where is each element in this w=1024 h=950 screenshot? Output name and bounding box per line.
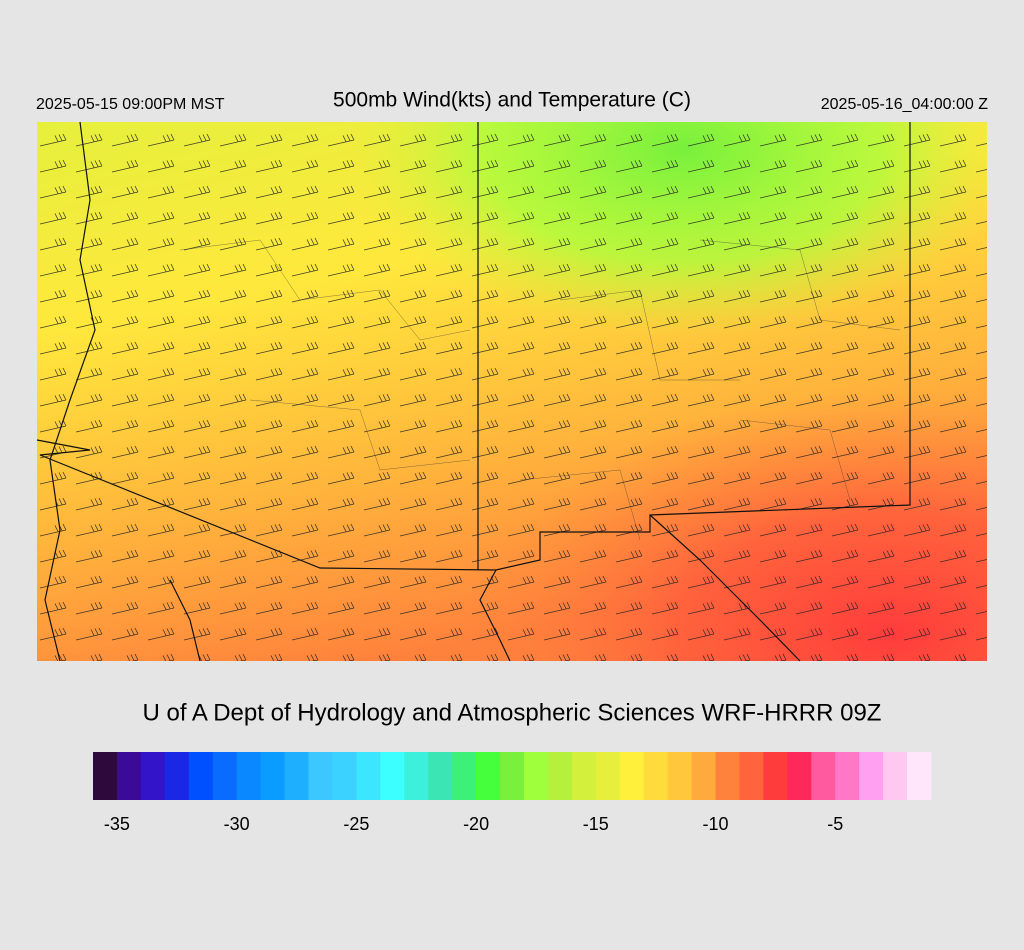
color-swatch (571, 752, 597, 800)
colorbar-tick-label: -25 (343, 814, 369, 834)
color-swatch (547, 752, 573, 800)
color-swatch (500, 752, 525, 800)
colorbar: -35 -30 -25 -20 -15 -10 -5 (93, 752, 932, 834)
color-swatch (188, 752, 214, 800)
color-swatch (811, 752, 836, 800)
color-swatch (356, 752, 381, 800)
credit: U of A Dept of Hydrology and Atmospheric… (143, 699, 882, 726)
color-swatch (476, 752, 501, 800)
colorbar-tick-label: -15 (583, 814, 609, 834)
color-swatch (859, 752, 884, 800)
map-title: 500mb Wind(kts) and Temperature (C) (333, 89, 691, 112)
color-swatch (116, 752, 142, 800)
color-swatch (93, 752, 118, 800)
color-swatch (691, 752, 717, 800)
colorbar-tick-label: -5 (827, 814, 843, 834)
color-swatch (667, 752, 693, 800)
color-swatch (428, 752, 453, 800)
color-swatch (523, 752, 549, 800)
color-swatch (404, 752, 429, 800)
color-swatch (715, 752, 740, 800)
color-swatch (212, 752, 238, 800)
color-swatch (835, 752, 860, 800)
utc-time: 2025-05-16_04:00:00 Z (821, 96, 988, 113)
colorbar-tick-label: -20 (463, 814, 489, 834)
map (36, 121, 987, 662)
color-swatch (883, 752, 908, 800)
color-swatch (284, 752, 309, 800)
colorbar-tick-label: -30 (224, 814, 250, 834)
color-swatch (787, 752, 812, 800)
color-swatch (380, 752, 405, 800)
color-swatch (332, 752, 357, 800)
color-swatch (595, 752, 621, 800)
color-swatch (164, 752, 190, 800)
color-swatch (907, 752, 932, 800)
color-swatch (308, 752, 333, 800)
color-swatch (763, 752, 788, 800)
colorbar-tick-label: -35 (104, 814, 130, 834)
color-swatch (643, 752, 669, 800)
color-swatch (739, 752, 764, 800)
color-swatch (236, 752, 262, 800)
local-time: 2025-05-15 09:00PM MST (36, 96, 225, 113)
color-swatch (619, 752, 645, 800)
color-swatch (140, 752, 166, 800)
color-swatch (260, 752, 286, 800)
color-swatch (452, 752, 477, 800)
colorbar-tick-label: -10 (703, 814, 729, 834)
